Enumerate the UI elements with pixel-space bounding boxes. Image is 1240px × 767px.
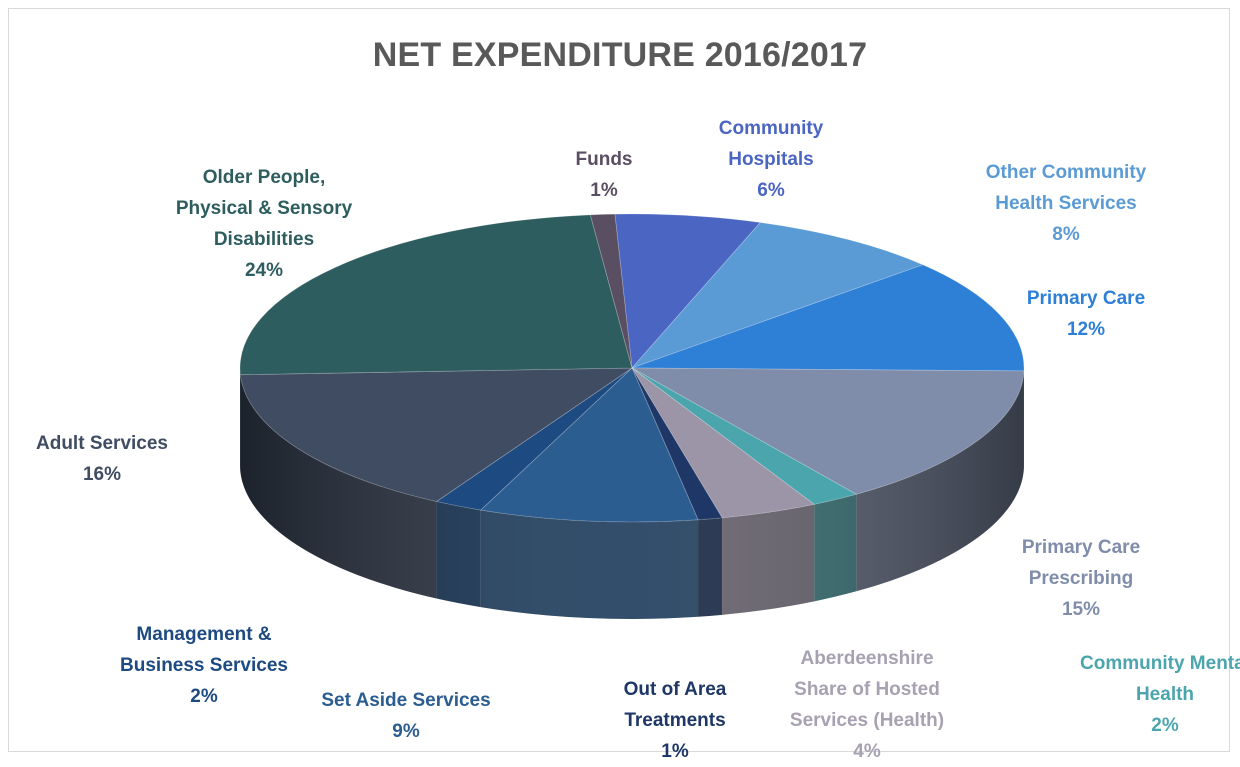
slice-label-text: Aberdeenshire bbox=[790, 643, 944, 674]
slice-label-percent: 12% bbox=[1027, 314, 1145, 345]
slice-label-percent: 1% bbox=[576, 175, 633, 206]
slice-label-text: Other Community bbox=[986, 157, 1146, 188]
slice-label-percent: 2% bbox=[120, 681, 288, 712]
slice-label-text: Primary Care bbox=[1027, 283, 1145, 314]
slice-label-text: Hospitals bbox=[719, 144, 824, 175]
slice-label-text: Community Mental bbox=[1080, 648, 1240, 679]
slice-label-percent: 2% bbox=[1080, 710, 1240, 741]
slice-label-text: Physical & Sensory bbox=[176, 193, 352, 224]
slice-label-percent: 8% bbox=[986, 219, 1146, 250]
pie-top bbox=[240, 214, 1024, 522]
slice-label-text: Primary Care bbox=[1022, 532, 1140, 563]
slice-label-text: Disabilities bbox=[176, 224, 352, 255]
slice-label-percent: 24% bbox=[176, 255, 352, 286]
slice-label-percent: 16% bbox=[36, 459, 168, 490]
slice-label-percent: 15% bbox=[1022, 594, 1140, 625]
slice-label-percent: 9% bbox=[321, 716, 490, 747]
slice-label-text: Management & bbox=[120, 619, 288, 650]
slice-label-text: Health Services bbox=[986, 188, 1146, 219]
slice-label-percent: 1% bbox=[624, 736, 727, 767]
slice-label-text: Older People, bbox=[176, 162, 352, 193]
slice-label-text: Services (Health) bbox=[790, 705, 944, 736]
slice-label-text: Share of Hosted bbox=[790, 674, 944, 705]
slice-label-text: Out of Area bbox=[624, 674, 727, 705]
slice-label-text: Adult Services bbox=[36, 428, 168, 459]
slice-label-percent: 6% bbox=[719, 175, 824, 206]
slice-label-text: Set Aside Services bbox=[321, 685, 490, 716]
slice-label-text: Health bbox=[1080, 679, 1240, 710]
slice-label-text: Prescribing bbox=[1022, 563, 1140, 594]
slice-label-text: Funds bbox=[576, 144, 633, 175]
slice-label-text: Treatments bbox=[624, 705, 727, 736]
slice-label-percent: 4% bbox=[790, 736, 944, 767]
slice-label-text: Business Services bbox=[120, 650, 288, 681]
slice-label-text: Community bbox=[719, 113, 824, 144]
